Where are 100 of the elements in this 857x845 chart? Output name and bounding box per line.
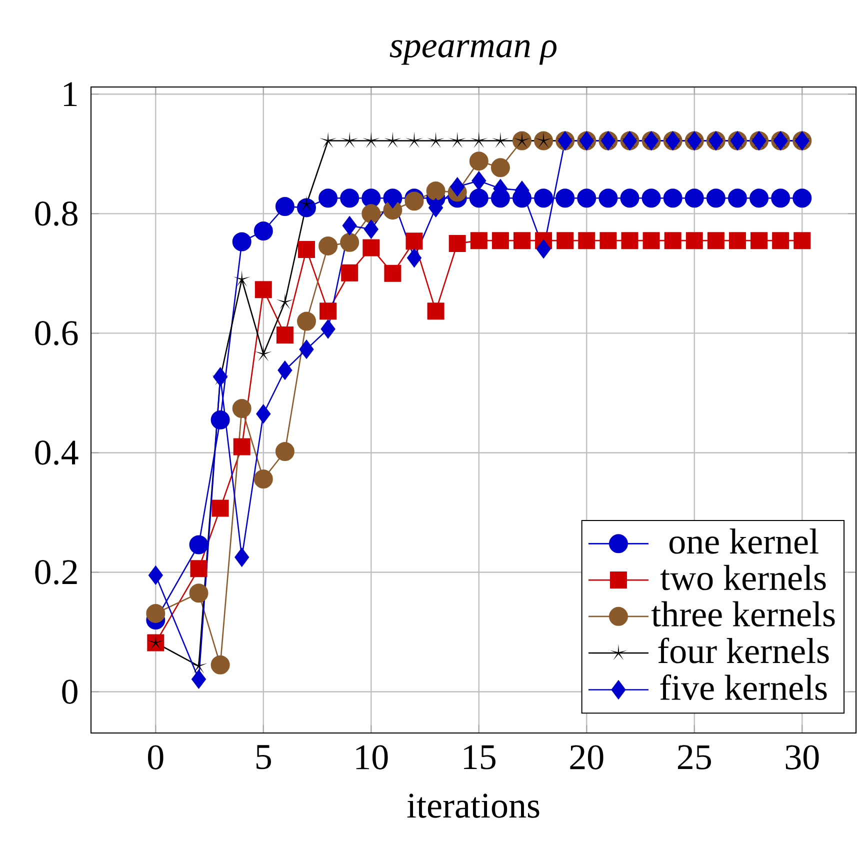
point [556, 232, 574, 250]
point [256, 404, 271, 424]
point [792, 188, 812, 208]
point [318, 236, 338, 256]
point [728, 188, 747, 208]
point [750, 232, 768, 250]
point [212, 500, 229, 517]
point [254, 345, 272, 362]
point [275, 442, 294, 462]
point [189, 584, 208, 603]
x-tick-label: 10 [356, 745, 388, 770]
point [771, 188, 790, 208]
point [342, 216, 357, 236]
point [190, 657, 208, 674]
point [362, 188, 381, 208]
point [469, 188, 488, 208]
point [341, 132, 358, 148]
point [600, 232, 617, 250]
point [362, 204, 381, 224]
point [406, 132, 423, 148]
point [384, 264, 402, 282]
point [299, 340, 314, 359]
point [772, 232, 790, 250]
point [470, 232, 488, 250]
y-tick-label: 1 [64, 82, 77, 106]
point [450, 177, 465, 196]
legend-label: five kernels [660, 674, 827, 700]
point [320, 320, 336, 339]
y-tick-label: 0 [62, 680, 78, 704]
point [192, 670, 206, 689]
point [556, 188, 575, 208]
x-tick-label: 30 [786, 745, 819, 770]
point [470, 132, 488, 148]
point [319, 132, 337, 148]
point [686, 232, 703, 250]
point [426, 181, 446, 200]
point [428, 198, 444, 218]
point [254, 222, 273, 241]
legend-label: two kernels [660, 564, 826, 590]
point [233, 270, 250, 287]
y-tick-label: 0.2 [35, 560, 77, 584]
point [276, 326, 294, 344]
point [448, 235, 466, 252]
point [642, 188, 661, 208]
point [577, 188, 596, 208]
point [684, 188, 704, 208]
x-tick-label: 20 [570, 745, 604, 770]
point [146, 604, 166, 623]
point [233, 438, 250, 456]
point [663, 188, 682, 208]
point [298, 241, 315, 258]
point [254, 281, 272, 298]
point [490, 158, 510, 178]
point [492, 132, 509, 148]
point [664, 232, 682, 250]
point [210, 410, 230, 430]
point [750, 188, 769, 208]
y-tick-label: 0.8 [35, 201, 78, 226]
legend-label: four kernels [658, 638, 829, 664]
point [320, 302, 337, 320]
legend-label: one kernel [669, 528, 818, 554]
point [578, 232, 596, 250]
point [598, 188, 618, 208]
point [706, 188, 726, 208]
x-tick-label: 5 [256, 745, 271, 770]
point [427, 132, 444, 148]
point [278, 360, 292, 380]
point [210, 655, 230, 674]
point [232, 232, 252, 252]
point [621, 232, 638, 250]
point [189, 535, 208, 554]
point [364, 220, 378, 239]
point [384, 132, 402, 148]
point [362, 132, 380, 148]
point [190, 560, 208, 578]
point [492, 232, 509, 250]
point [254, 470, 273, 489]
point [642, 232, 660, 250]
point [234, 548, 250, 567]
point [513, 232, 530, 250]
point [427, 302, 444, 320]
point [362, 239, 380, 256]
point [275, 197, 294, 216]
point [340, 232, 360, 252]
point [298, 195, 316, 212]
y-tick-label: 0.6 [35, 320, 78, 346]
point [232, 398, 252, 418]
x-tick-label: 15 [464, 745, 496, 770]
point [448, 132, 466, 148]
point [707, 232, 724, 250]
chart-title: spearman ρ [390, 40, 556, 65]
legend-label: three kernels [651, 601, 835, 627]
point [148, 566, 163, 585]
point [620, 188, 640, 208]
point [341, 264, 358, 282]
point [318, 188, 338, 208]
x-tick-label: 25 [678, 745, 711, 770]
point [296, 312, 316, 331]
point [534, 188, 554, 208]
point [794, 232, 811, 250]
